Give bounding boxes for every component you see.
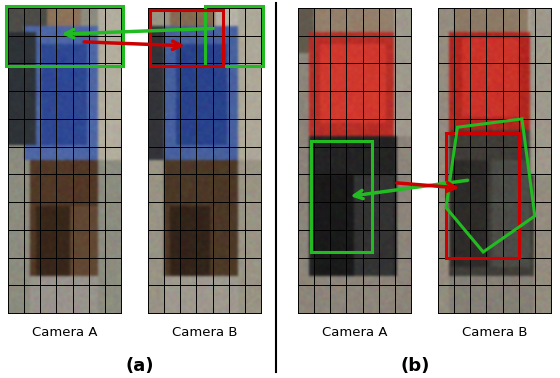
Bar [150, 10, 223, 66]
Text: Camera A: Camera A [322, 326, 388, 339]
Text: Camera B: Camera B [172, 326, 237, 339]
Bar [6, 6, 123, 66]
Bar [204, 6, 263, 66]
Text: Camera A: Camera A [32, 326, 97, 339]
Text: (b): (b) [400, 357, 430, 375]
Text: (a): (a) [126, 357, 154, 375]
Bar [311, 141, 372, 252]
Bar [446, 133, 519, 257]
Text: Camera B: Camera B [462, 326, 528, 339]
